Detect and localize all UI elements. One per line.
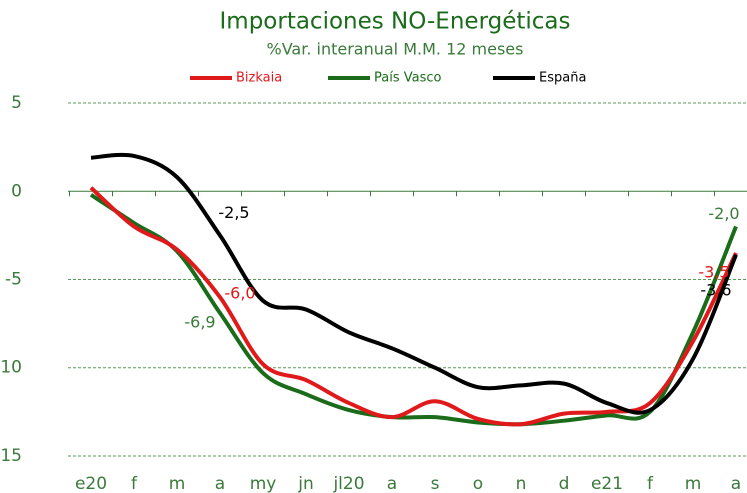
x-tick-label: e21 (591, 474, 623, 493)
y-tick-label: 5 (11, 93, 22, 113)
legend-label: España (539, 71, 586, 86)
x-tick-label: f (131, 474, 138, 493)
y-tick-label: -15 (0, 446, 22, 466)
x-tick-label: m (169, 474, 186, 493)
legend-label: Bizkaia (236, 71, 282, 86)
x-tick-label: s (431, 474, 440, 493)
data-label: -3,6 (700, 280, 731, 299)
x-tick-label: a (387, 474, 397, 493)
x-tick-label: n (516, 474, 527, 493)
x-tick-label: my (250, 474, 277, 493)
series-line (89, 186, 738, 427)
data-label: -3,5 (698, 263, 729, 282)
y-tick-label: -5 (5, 270, 22, 290)
x-tick-label: jl20 (332, 474, 364, 493)
x-tick-label: m (685, 474, 702, 493)
data-label: -2,5 (218, 203, 249, 222)
data-label: -2,0 (708, 204, 739, 223)
x-tick-label: d (559, 474, 570, 493)
y-tick-label: 0 (11, 181, 22, 201)
x-tick-label: e20 (75, 474, 107, 493)
series-line (90, 152, 738, 415)
x-tick-label: a (731, 474, 741, 493)
x-tick-label: f (647, 474, 654, 493)
x-tick-label: o (473, 474, 483, 493)
x-tick-label: jn (297, 474, 314, 493)
legend-label: País Vasco (374, 71, 442, 86)
x-tick-label: a (215, 474, 225, 493)
y-tick-label: -10 (0, 358, 22, 378)
chart-title: Importaciones NO-Energéticas (220, 9, 571, 35)
data-label: -6,0 (224, 284, 255, 303)
chart-subtitle: %Var. interanual M.M. 12 meses (267, 40, 524, 59)
data-label: -6,9 (184, 313, 215, 332)
series-line (89, 193, 738, 427)
